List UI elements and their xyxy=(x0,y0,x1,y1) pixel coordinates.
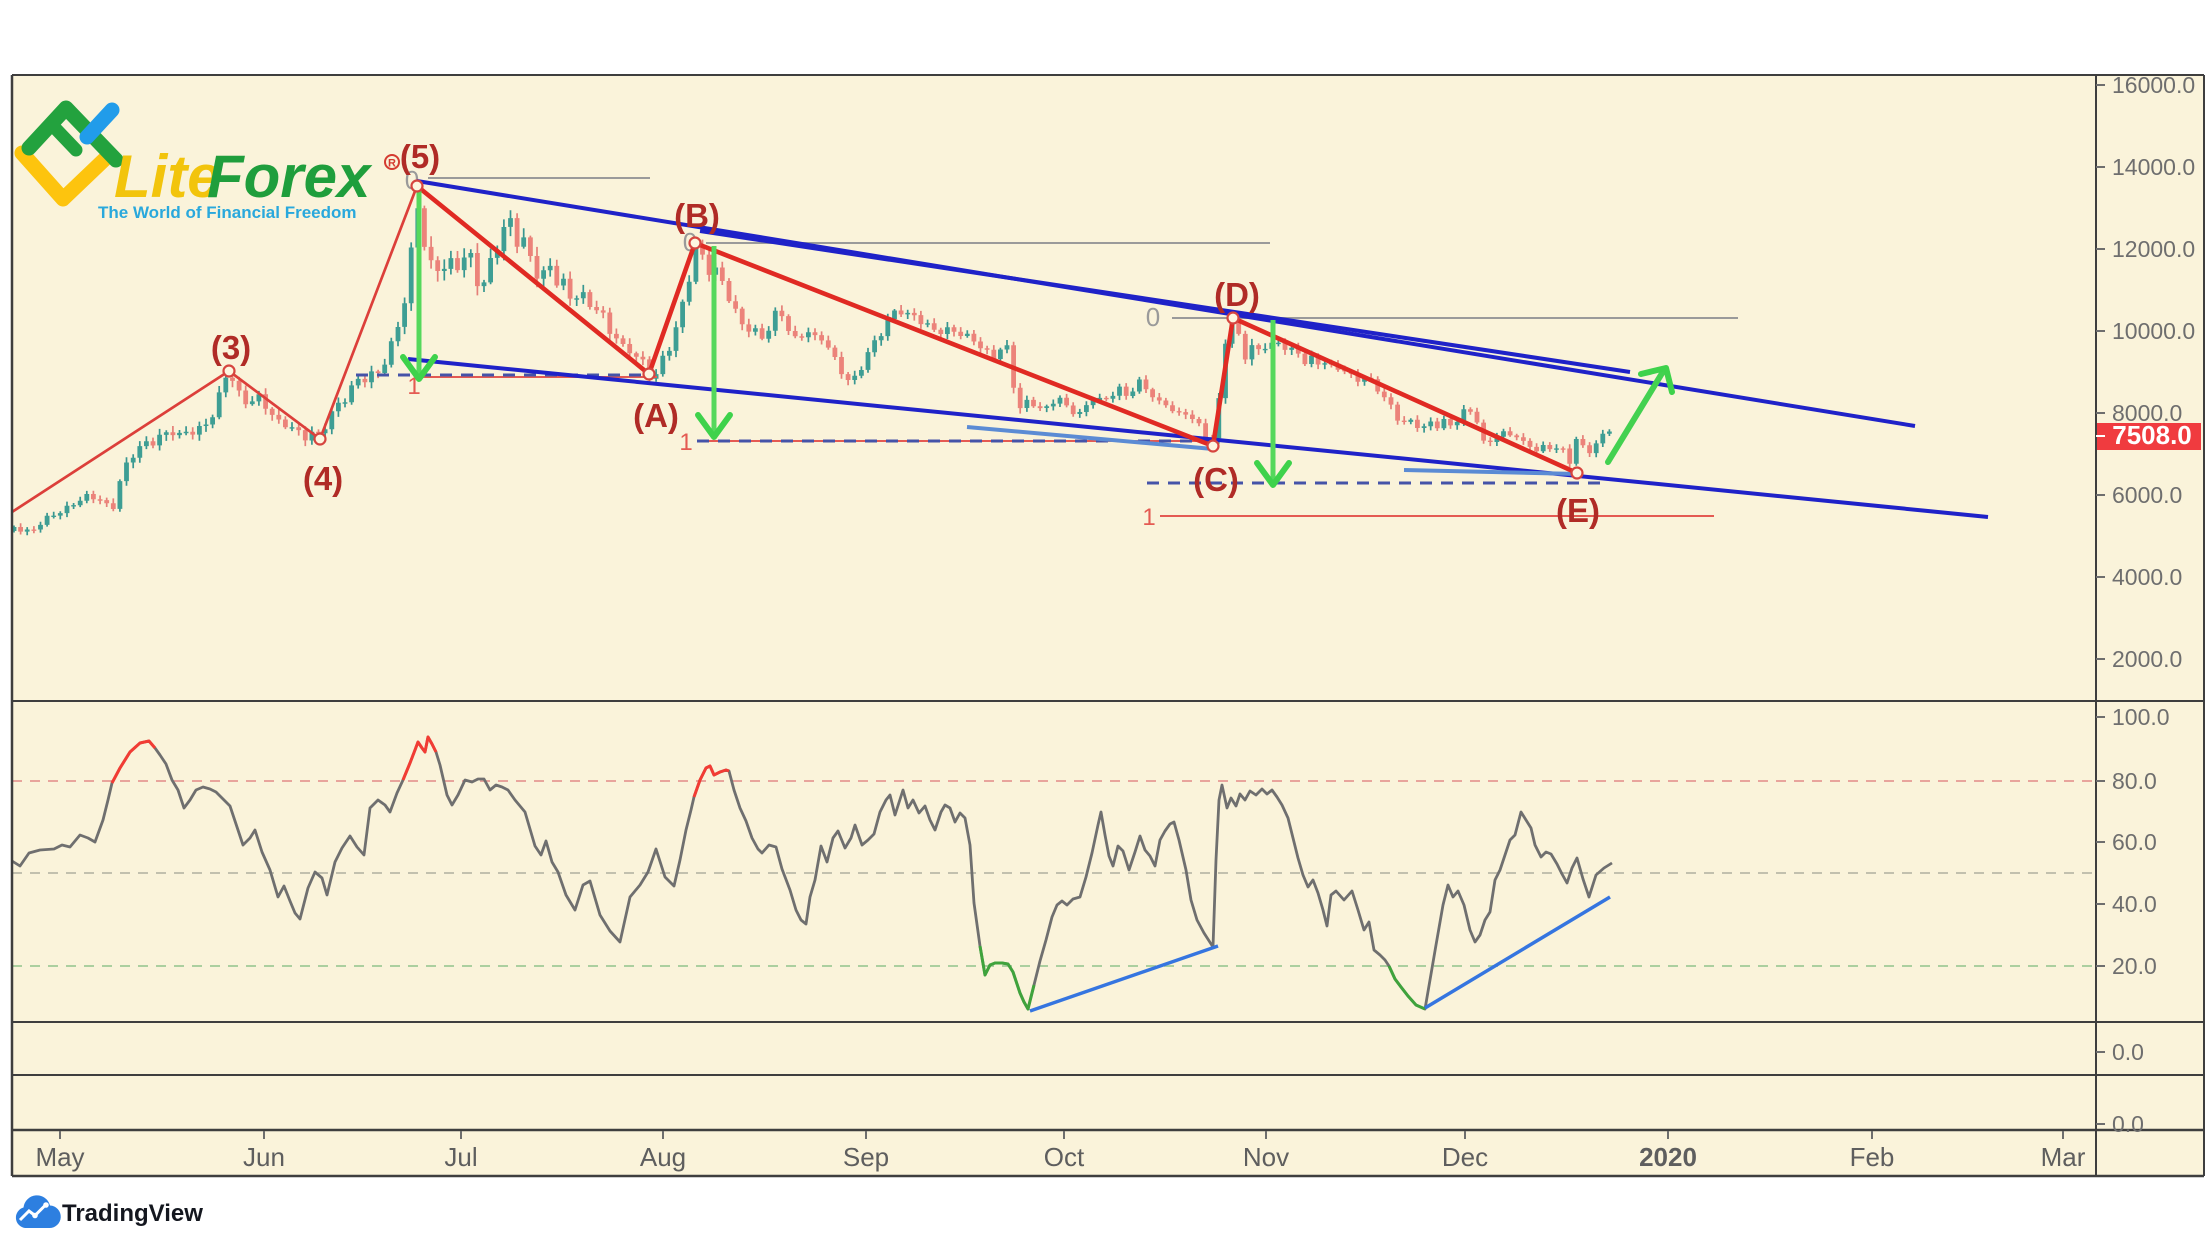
svg-text:4000.0: 4000.0 xyxy=(2112,564,2182,590)
svg-text:0: 0 xyxy=(1146,302,1160,332)
svg-text:Nov: Nov xyxy=(1243,1142,1289,1172)
svg-text:(4): (4) xyxy=(303,460,343,497)
svg-text:16000.0: 16000.0 xyxy=(2112,72,2195,98)
svg-text:2020: 2020 xyxy=(1639,1142,1697,1172)
svg-text:12000.0: 12000.0 xyxy=(2112,236,2195,262)
svg-text:May: May xyxy=(35,1142,84,1172)
svg-text:Lite: Lite xyxy=(114,143,221,210)
svg-text:8000.0: 8000.0 xyxy=(2112,400,2182,426)
svg-text:2000.0: 2000.0 xyxy=(2112,646,2182,672)
svg-text:40.0: 40.0 xyxy=(2112,891,2157,917)
svg-text:80.0: 80.0 xyxy=(2112,768,2157,794)
svg-text:Dec: Dec xyxy=(1442,1142,1488,1172)
svg-text:14000.0: 14000.0 xyxy=(2112,154,2195,180)
svg-text:7508.0: 7508.0 xyxy=(2112,420,2192,450)
svg-text:10000.0: 10000.0 xyxy=(2112,318,2195,344)
svg-text:1: 1 xyxy=(679,429,692,456)
svg-text:TradingView: TradingView xyxy=(62,1200,203,1227)
svg-text:Forex: Forex xyxy=(207,143,373,210)
svg-text:(3): (3) xyxy=(211,329,251,366)
svg-text:Jun: Jun xyxy=(243,1142,285,1172)
svg-text:The World of Financial Freedom: The World of Financial Freedom xyxy=(98,203,357,222)
svg-text:0.0: 0.0 xyxy=(2112,1039,2144,1065)
svg-text:Jul: Jul xyxy=(444,1142,477,1172)
svg-text:Oct: Oct xyxy=(1044,1142,1085,1172)
svg-text:20.0: 20.0 xyxy=(2112,953,2157,979)
svg-text:Feb: Feb xyxy=(1850,1142,1895,1172)
svg-text:Mar: Mar xyxy=(2041,1142,2086,1172)
svg-text:60.0: 60.0 xyxy=(2112,829,2157,855)
svg-text:1: 1 xyxy=(1142,504,1155,531)
svg-text:6000.0: 6000.0 xyxy=(2112,482,2182,508)
svg-text:Sep: Sep xyxy=(843,1142,889,1172)
svg-text:0.0: 0.0 xyxy=(2112,1111,2144,1137)
svg-text:(E): (E) xyxy=(1556,492,1600,529)
svg-text:Aug: Aug xyxy=(640,1142,686,1172)
svg-text:(B): (B) xyxy=(674,197,720,234)
svg-text:(A): (A) xyxy=(633,397,679,434)
svg-text:(5): (5) xyxy=(400,138,440,175)
svg-text:R: R xyxy=(388,158,396,170)
svg-text:(C): (C) xyxy=(1193,461,1239,498)
svg-text:100.0: 100.0 xyxy=(2112,704,2170,730)
svg-text:(D): (D) xyxy=(1214,276,1260,313)
